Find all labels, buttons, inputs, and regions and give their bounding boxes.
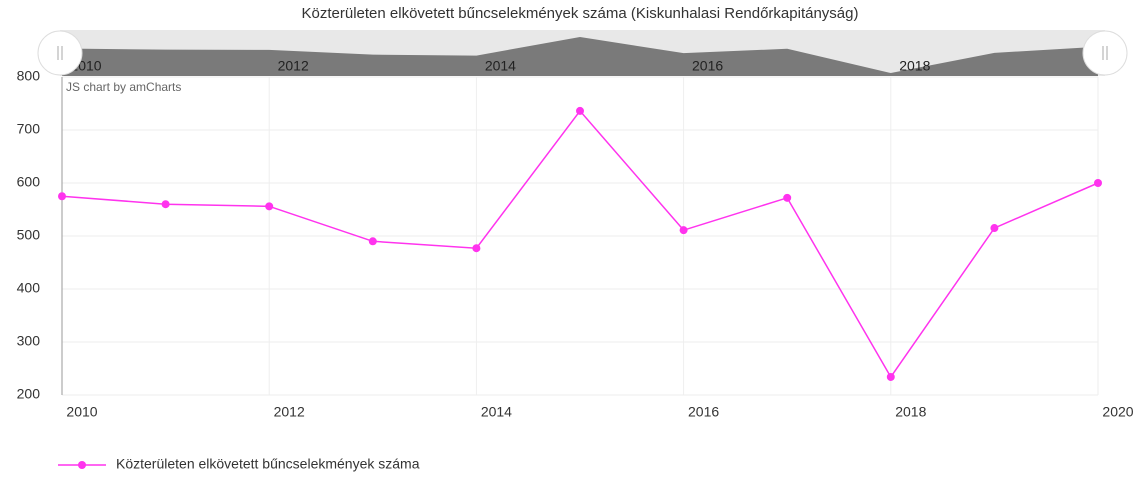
y-tick-label: 800: [17, 68, 41, 84]
handle-grip: [1102, 46, 1108, 60]
x-tick-label: 2014: [481, 404, 512, 420]
y-tick-label: 200: [17, 386, 41, 402]
x-tick-label: 2018: [895, 404, 926, 420]
scrollbar: 2010 2012 2014 2016 2018: [37, 30, 1128, 76]
scrollbar-label: 2014: [485, 58, 516, 74]
y-tick-label: 500: [17, 227, 41, 243]
scrollbar-label: 2016: [692, 58, 723, 74]
point: [1094, 179, 1102, 187]
point: [58, 192, 66, 201]
credit: JS chart by amCharts: [66, 80, 181, 94]
y-tick-label: 600: [17, 174, 41, 190]
chart-title: Közterületen elkövetett bűncselekmények …: [302, 5, 859, 22]
point: [161, 200, 170, 209]
x-tick-label: 2010: [66, 404, 97, 420]
y-tick-label: 300: [17, 333, 41, 349]
y-tick-label: 400: [17, 280, 41, 296]
legend-label: Közterületen elkövetett bűncselekmények …: [116, 456, 420, 472]
point: [368, 237, 377, 246]
x-tick-label: 2012: [274, 404, 305, 420]
scrollbar-label: 2018: [899, 58, 930, 74]
point: [576, 106, 584, 115]
scrollbar-label: 2012: [278, 58, 309, 74]
scrollbar-handle[interactable]: [37, 30, 83, 76]
x-tick-label: 2020: [1102, 404, 1133, 420]
line: [61, 109, 1099, 379]
legend-marker: [78, 461, 86, 469]
x-tick-label: 2016: [688, 404, 719, 420]
point: [886, 372, 895, 381]
point: [265, 202, 274, 211]
scrollbar-handle[interactable]: [1082, 30, 1128, 76]
point: [679, 226, 688, 235]
point: [783, 193, 792, 202]
point: [990, 224, 999, 233]
y-tick-label: 700: [17, 121, 41, 137]
scrollbar-area: [62, 37, 1098, 76]
point: [472, 244, 481, 253]
handle-grip: [57, 46, 63, 60]
